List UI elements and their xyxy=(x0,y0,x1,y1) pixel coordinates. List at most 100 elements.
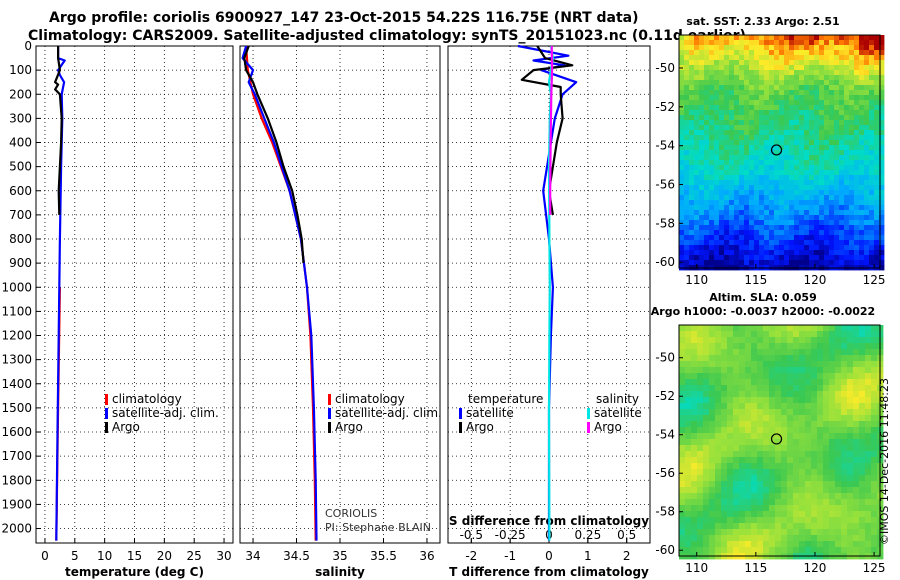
heatmap-cell xyxy=(824,210,830,216)
heatmap-cell xyxy=(715,535,722,542)
heatmap-cell xyxy=(829,511,836,518)
heatmap-cell xyxy=(805,499,812,506)
heatmap-cell xyxy=(839,40,845,46)
heatmap-cell xyxy=(869,160,875,166)
heatmap-cell xyxy=(793,337,800,344)
heatmap-cell xyxy=(739,439,746,446)
heatmap-cell xyxy=(811,403,818,410)
heatmap-cell xyxy=(685,475,692,482)
heatmap-cell xyxy=(699,135,705,141)
heatmap-cell xyxy=(754,150,760,156)
heatmap-cell xyxy=(834,250,840,256)
heatmap-cell xyxy=(744,230,750,236)
heatmap-cell xyxy=(694,115,700,121)
heatmap-cell xyxy=(774,165,780,171)
heatmap-cell xyxy=(804,200,810,206)
heatmap-cell xyxy=(799,80,805,86)
heatmap-cell xyxy=(869,65,875,71)
heatmap-cell xyxy=(774,65,780,71)
heatmap-cell xyxy=(699,225,705,231)
heatmap-cell xyxy=(739,469,746,476)
heatmap-cell xyxy=(793,427,800,434)
heatmap-cell xyxy=(787,385,794,392)
heatmap-cell xyxy=(763,355,770,362)
heatmap-cell xyxy=(749,120,755,126)
heatmap-cell xyxy=(804,220,810,226)
heatmap-cell xyxy=(679,150,685,156)
x-tick-label: 10 xyxy=(97,549,112,563)
heatmap-cell xyxy=(704,160,710,166)
heatmap-cell xyxy=(699,120,705,126)
y-tick-label: 1200 xyxy=(1,329,32,343)
heatmap-cell xyxy=(859,45,865,51)
heatmap-cell xyxy=(733,367,740,374)
heatmap-cell xyxy=(819,150,825,156)
heatmap-cell xyxy=(787,415,794,422)
heatmap-cell xyxy=(699,65,705,71)
heatmap-cell xyxy=(864,160,870,166)
heatmap-cell xyxy=(721,415,728,422)
heatmap-cell xyxy=(799,367,806,374)
heatmap-cell xyxy=(847,481,854,488)
heatmap-cell xyxy=(774,75,780,81)
heatmap-cell xyxy=(694,175,700,181)
heatmap-cell xyxy=(697,379,704,386)
difference-legend-swatch xyxy=(587,408,590,419)
heatmap-cell xyxy=(835,451,842,458)
heatmap-cell xyxy=(691,505,698,512)
heatmap-cell xyxy=(697,505,704,512)
heatmap-cell xyxy=(864,250,870,256)
heatmap-cell xyxy=(679,499,686,506)
heatmap-cell xyxy=(784,240,790,246)
heatmap-cell xyxy=(854,35,860,41)
heatmap-cell xyxy=(784,175,790,181)
heatmap-cell xyxy=(879,40,885,46)
heatmap-cell xyxy=(817,355,824,362)
heatmap-cell xyxy=(874,195,880,201)
heatmap-cell xyxy=(784,185,790,191)
heatmap-cell xyxy=(704,150,710,156)
heatmap-cell xyxy=(853,325,860,332)
heatmap-cell xyxy=(844,185,850,191)
heatmap-cell xyxy=(764,245,770,251)
heatmap-cell xyxy=(749,200,755,206)
heatmap-cell xyxy=(694,110,700,116)
heatmap-cell xyxy=(841,415,848,422)
heatmap-cell xyxy=(841,427,848,434)
heatmap-cell xyxy=(781,457,788,464)
heatmap-cell xyxy=(829,215,835,221)
heatmap-cell xyxy=(823,361,830,368)
heatmap-cell xyxy=(729,125,735,131)
heatmap-cell xyxy=(734,50,740,56)
heatmap-cell xyxy=(744,240,750,246)
heatmap-cell xyxy=(799,110,805,116)
heatmap-cell xyxy=(734,255,740,261)
heatmap-cell xyxy=(697,523,704,530)
heatmap-cell xyxy=(874,200,880,206)
heatmap-cell xyxy=(879,255,885,261)
heatmap-cell xyxy=(721,505,728,512)
heatmap-cell xyxy=(709,541,716,548)
heatmap-cell xyxy=(739,493,746,500)
heatmap-cell xyxy=(684,155,690,161)
heatmap-cell xyxy=(774,155,780,161)
heatmap-cell xyxy=(864,220,870,226)
heatmap-cell xyxy=(719,180,725,186)
heatmap-cell xyxy=(769,205,775,211)
heatmap-cell xyxy=(754,165,760,171)
heatmap-cell xyxy=(849,220,855,226)
heatmap-cell xyxy=(804,80,810,86)
y-tick-label: 900 xyxy=(9,256,32,270)
heatmap-cell xyxy=(709,100,715,106)
heatmap-cell xyxy=(754,175,760,181)
heatmap-cell xyxy=(779,50,785,56)
heatmap-cell xyxy=(841,349,848,356)
heatmap-cell xyxy=(829,325,836,332)
heatmap-cell xyxy=(769,409,776,416)
heatmap-cell xyxy=(779,210,785,216)
heatmap-cell xyxy=(724,255,730,261)
x-axis-label: salinity xyxy=(315,565,365,579)
heatmap-cell xyxy=(709,337,716,344)
heatmap-cell xyxy=(819,245,825,251)
heatmap-cell xyxy=(697,331,704,338)
